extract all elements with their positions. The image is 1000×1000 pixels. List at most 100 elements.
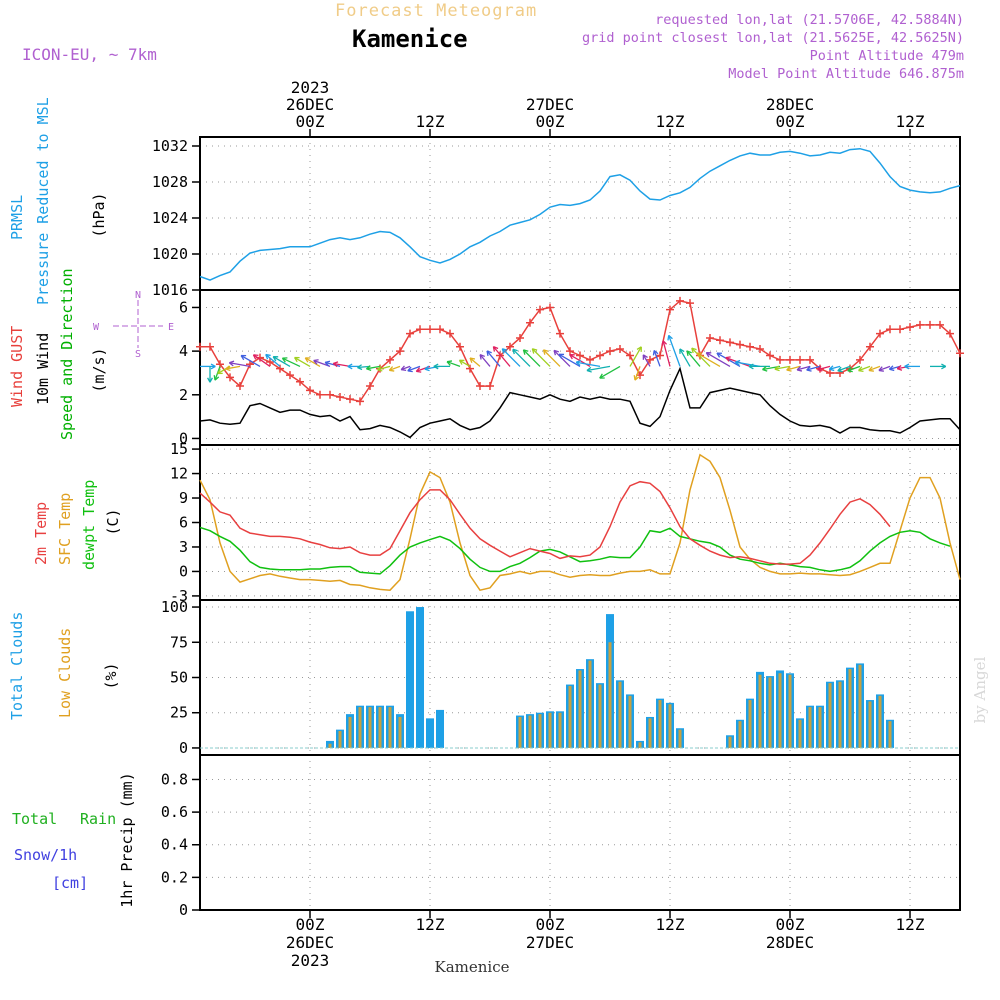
wind-arrow <box>796 365 811 371</box>
wind-arrow <box>668 335 681 367</box>
gust-marker <box>676 296 684 305</box>
pressure-label-1: PRMSL <box>8 195 26 240</box>
low-cloud-bar <box>348 716 352 748</box>
gust-marker <box>716 336 724 345</box>
wind-arrow-head <box>786 366 792 372</box>
gust-marker <box>576 351 584 360</box>
wind-arrow-head <box>479 354 485 360</box>
temperature-ytick-label: 12 <box>170 465 188 483</box>
wind-arrow-head <box>228 360 235 367</box>
pressure-line <box>199 147 961 281</box>
wind-arrow-head <box>332 361 339 368</box>
gust-marker <box>316 390 324 399</box>
precip-ylabel: 1hr Precip (mm) <box>118 772 136 907</box>
wind-arrow <box>333 362 351 368</box>
wind-arrow <box>686 350 701 367</box>
wind-arrow <box>377 365 391 371</box>
gust-marker <box>356 397 364 406</box>
wind-arrow-head <box>642 354 648 360</box>
gust-marker <box>726 338 734 347</box>
wind-arrow <box>542 349 561 367</box>
wind-arrow <box>735 361 761 368</box>
time-label-top: 12Z <box>416 112 445 131</box>
wind-arrow-head <box>366 365 372 372</box>
pressure-ytick-label: 1024 <box>152 209 188 227</box>
gust-marker <box>806 355 814 364</box>
wind-arrow-head <box>847 366 853 373</box>
wind-arrow <box>629 346 642 367</box>
clouds-ytick-label: 0 <box>179 739 188 757</box>
wind-arrow <box>294 356 311 367</box>
low-cloud-bar <box>808 707 812 748</box>
pressure-unit: (hPa) <box>90 192 108 237</box>
snow-legend-b: [cm] <box>52 874 88 892</box>
wind-arrow <box>889 365 901 370</box>
requested-coords: requested lon,lat (21.5706E, 42.5884N) <box>655 12 964 28</box>
low-cloud-bar <box>798 719 802 748</box>
date-label-top: 26DEC <box>286 95 334 114</box>
compass-south: S <box>135 349 141 360</box>
low-clouds-label: Low Clouds <box>56 628 74 718</box>
compass-rose: W E N S <box>93 290 174 360</box>
wind-arrow <box>705 352 731 367</box>
wind-arrow <box>492 346 511 367</box>
wind-arrow-head <box>586 366 592 373</box>
wind-arrow-head <box>748 363 754 370</box>
gust-marker <box>306 386 314 395</box>
wind-arrow <box>366 365 381 370</box>
precip-ytick-label: 0.8 <box>161 770 188 788</box>
gust-marker <box>476 382 484 391</box>
year-label-top: 2023 <box>291 78 330 97</box>
wind-arrow <box>400 365 411 371</box>
wind-arrow <box>479 354 491 367</box>
wind-arrow <box>282 357 301 367</box>
wind-arrow-head <box>558 353 565 359</box>
gust-marker <box>666 305 674 314</box>
temp2m-line <box>199 480 891 565</box>
wind-arrow-head <box>599 373 605 379</box>
precip-ytick-label: 0 <box>179 901 188 919</box>
gust-marker <box>896 325 904 334</box>
wind-arrow <box>324 361 341 368</box>
wind-arrow-head <box>531 348 538 354</box>
gust-marker <box>266 358 274 367</box>
time-label-bottom: 12Z <box>656 915 685 934</box>
wind-arrow <box>313 359 331 368</box>
low-cloud-bar <box>598 684 602 748</box>
wind-dir-label: Speed and Direction <box>58 268 76 440</box>
clouds-ytick-label: 75 <box>170 633 188 651</box>
wind-arrow <box>459 359 471 367</box>
clouds-ytick-label: 25 <box>170 704 188 722</box>
low-cloud-bar <box>368 707 372 748</box>
gust-marker <box>866 342 874 351</box>
wind-arrow-head <box>501 348 508 354</box>
wind-line <box>199 366 961 439</box>
wind-arrow-head <box>446 360 453 366</box>
wind-arrow-head <box>716 352 722 358</box>
wind-arrow-head <box>636 346 642 352</box>
wind-ytick-label: 4 <box>179 342 188 360</box>
low-cloud-bar <box>878 695 882 748</box>
wind-arrow <box>679 348 691 367</box>
model-altitude: Model Point Altitude 646.875m <box>728 66 964 82</box>
low-cloud-bar <box>668 704 672 748</box>
footer-location: Kamenice <box>435 958 510 976</box>
time-label-bottom: 12Z <box>416 915 445 934</box>
wind-arrow-head <box>705 352 712 358</box>
pressure-ytick-label: 1028 <box>152 173 188 191</box>
temperature-ytick-label: 0 <box>179 562 188 580</box>
wind-arrow-head <box>415 367 422 373</box>
wind-arrow <box>512 348 531 367</box>
wind-arrow <box>446 361 461 368</box>
wind-unit: (m/s) <box>90 347 108 392</box>
low-cloud-bar <box>788 674 792 748</box>
gust-marker <box>596 351 604 360</box>
wind-arrow-head <box>400 365 407 372</box>
gust-marker <box>946 329 954 338</box>
gust-marker <box>586 355 594 364</box>
wind-arrow <box>878 365 891 372</box>
wind-arrow-head <box>686 350 692 356</box>
point-altitude: Point Altitude 479m <box>810 48 964 64</box>
gust-marker <box>436 325 444 334</box>
